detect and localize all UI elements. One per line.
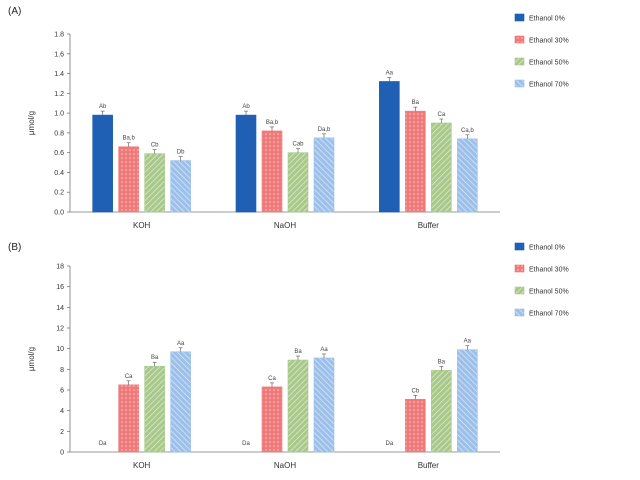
data-label: Ca,b	[461, 128, 474, 134]
legend-label: Ethanol 50%	[529, 289, 569, 296]
data-label: Da	[385, 441, 393, 447]
data-label: Ba	[294, 349, 302, 355]
data-label: Ca	[125, 374, 133, 380]
data-label: Ba,b	[266, 120, 279, 126]
x-tick-label: KOH	[133, 461, 151, 470]
legend-label: Ethanol 0%	[529, 16, 565, 23]
panel-b-label: (B)	[8, 242, 21, 253]
x-tick-label: NaOH	[274, 461, 296, 470]
y-tick-label: 1.6	[54, 51, 64, 58]
bar	[144, 365, 165, 453]
legend-label: Ethanol 50%	[529, 60, 569, 67]
y-tick-label: 1.2	[54, 91, 64, 98]
legend-swatch	[514, 308, 525, 317]
bar	[457, 349, 478, 453]
data-label: Aa	[177, 341, 185, 347]
legend-swatch	[514, 13, 525, 22]
y-tick-label: 12	[56, 326, 64, 333]
bar	[261, 130, 283, 213]
y-tick-label: 4	[60, 408, 64, 415]
legend-swatch	[514, 57, 525, 66]
y-tick-label: 16	[56, 284, 64, 291]
data-label: Db	[177, 150, 185, 156]
y-tick-label: 0.0	[54, 210, 64, 217]
bar	[431, 370, 452, 453]
data-label: Ba,b	[122, 136, 135, 142]
y-tick-label: 18	[56, 264, 64, 271]
data-label: Ab	[242, 104, 250, 110]
legend-swatch	[514, 242, 525, 251]
bar	[431, 122, 452, 213]
y-tick-label: 6	[60, 388, 64, 395]
panel-a-label: (A)	[8, 6, 21, 17]
data-label: Aa	[386, 70, 394, 76]
data-label: Da	[99, 441, 107, 447]
bar	[92, 114, 113, 213]
data-label: Da,b	[318, 127, 331, 133]
bar	[235, 114, 257, 213]
legend-swatch	[514, 286, 525, 295]
y-axis-label: μmol/g	[27, 347, 36, 371]
x-tick-label: NaOH	[274, 221, 296, 230]
bar	[261, 386, 283, 453]
y-tick-label: 1.4	[54, 71, 64, 78]
bar	[287, 152, 309, 213]
bar	[313, 137, 335, 213]
bar	[144, 153, 165, 213]
y-tick-label: 0.6	[54, 150, 64, 157]
x-tick-label: Buffer	[418, 461, 440, 470]
legend-swatch	[514, 79, 525, 88]
panel-a-plot: 0.0 0.2 0.4 0.6 0.8 1.0 1.2 1.4 1.6 1.8 μmol/g Ab Ba…	[27, 13, 569, 230]
bar	[118, 146, 139, 213]
data-label: Cab	[292, 142, 304, 148]
bar	[170, 351, 191, 453]
y-tick-label: 0.8	[54, 130, 64, 137]
data-label: Ca	[268, 376, 276, 382]
legend-label: Ethanol 70%	[529, 311, 569, 318]
panel-b-plot: 0 2 4 6 8 10 12 14 16 18 μmol/g Da Ca Ba Aa KOH Da Ca Ba Aa…	[27, 242, 569, 470]
legend-swatch	[514, 35, 525, 44]
bar	[287, 359, 309, 453]
bar	[118, 384, 139, 453]
legend-label: Ethanol 30%	[529, 267, 569, 274]
legend-swatch	[514, 264, 525, 273]
y-tick-label: 8	[60, 367, 64, 374]
y-tick-label: 2	[60, 429, 64, 436]
y-tick-label: 10	[56, 346, 64, 353]
legend-label: Ethanol 30%	[529, 38, 569, 45]
data-label: Cb	[411, 388, 419, 394]
bar	[457, 138, 478, 213]
y-tick-label: 14	[56, 305, 64, 312]
y-tick-label: 1.8	[54, 32, 64, 39]
bar	[405, 398, 426, 453]
y-tick-label: 0.4	[54, 170, 64, 177]
data-label: Da	[242, 441, 250, 447]
data-label: Ba	[412, 100, 420, 106]
y-axis-label: μmol/g	[27, 111, 36, 135]
data-label: Aa	[464, 339, 472, 345]
data-label: Ab	[99, 104, 107, 110]
data-label: Ba	[151, 355, 159, 361]
y-tick-label: 0	[60, 450, 64, 457]
y-tick-label: 1.0	[54, 111, 64, 118]
y-tick-label: 0.2	[54, 190, 64, 197]
bar	[379, 81, 400, 213]
data-label: Ca	[437, 112, 445, 118]
data-label: Ba	[438, 359, 446, 365]
bar	[405, 110, 426, 213]
data-label: Aa	[320, 347, 328, 353]
bar	[170, 160, 191, 213]
legend-label: Ethanol 70%	[529, 82, 569, 89]
legend-label: Ethanol 0%	[529, 245, 565, 252]
x-tick-label: KOH	[133, 221, 151, 230]
data-label: Cb	[151, 143, 159, 149]
x-tick-label: Buffer	[418, 221, 440, 230]
bar	[313, 357, 335, 453]
